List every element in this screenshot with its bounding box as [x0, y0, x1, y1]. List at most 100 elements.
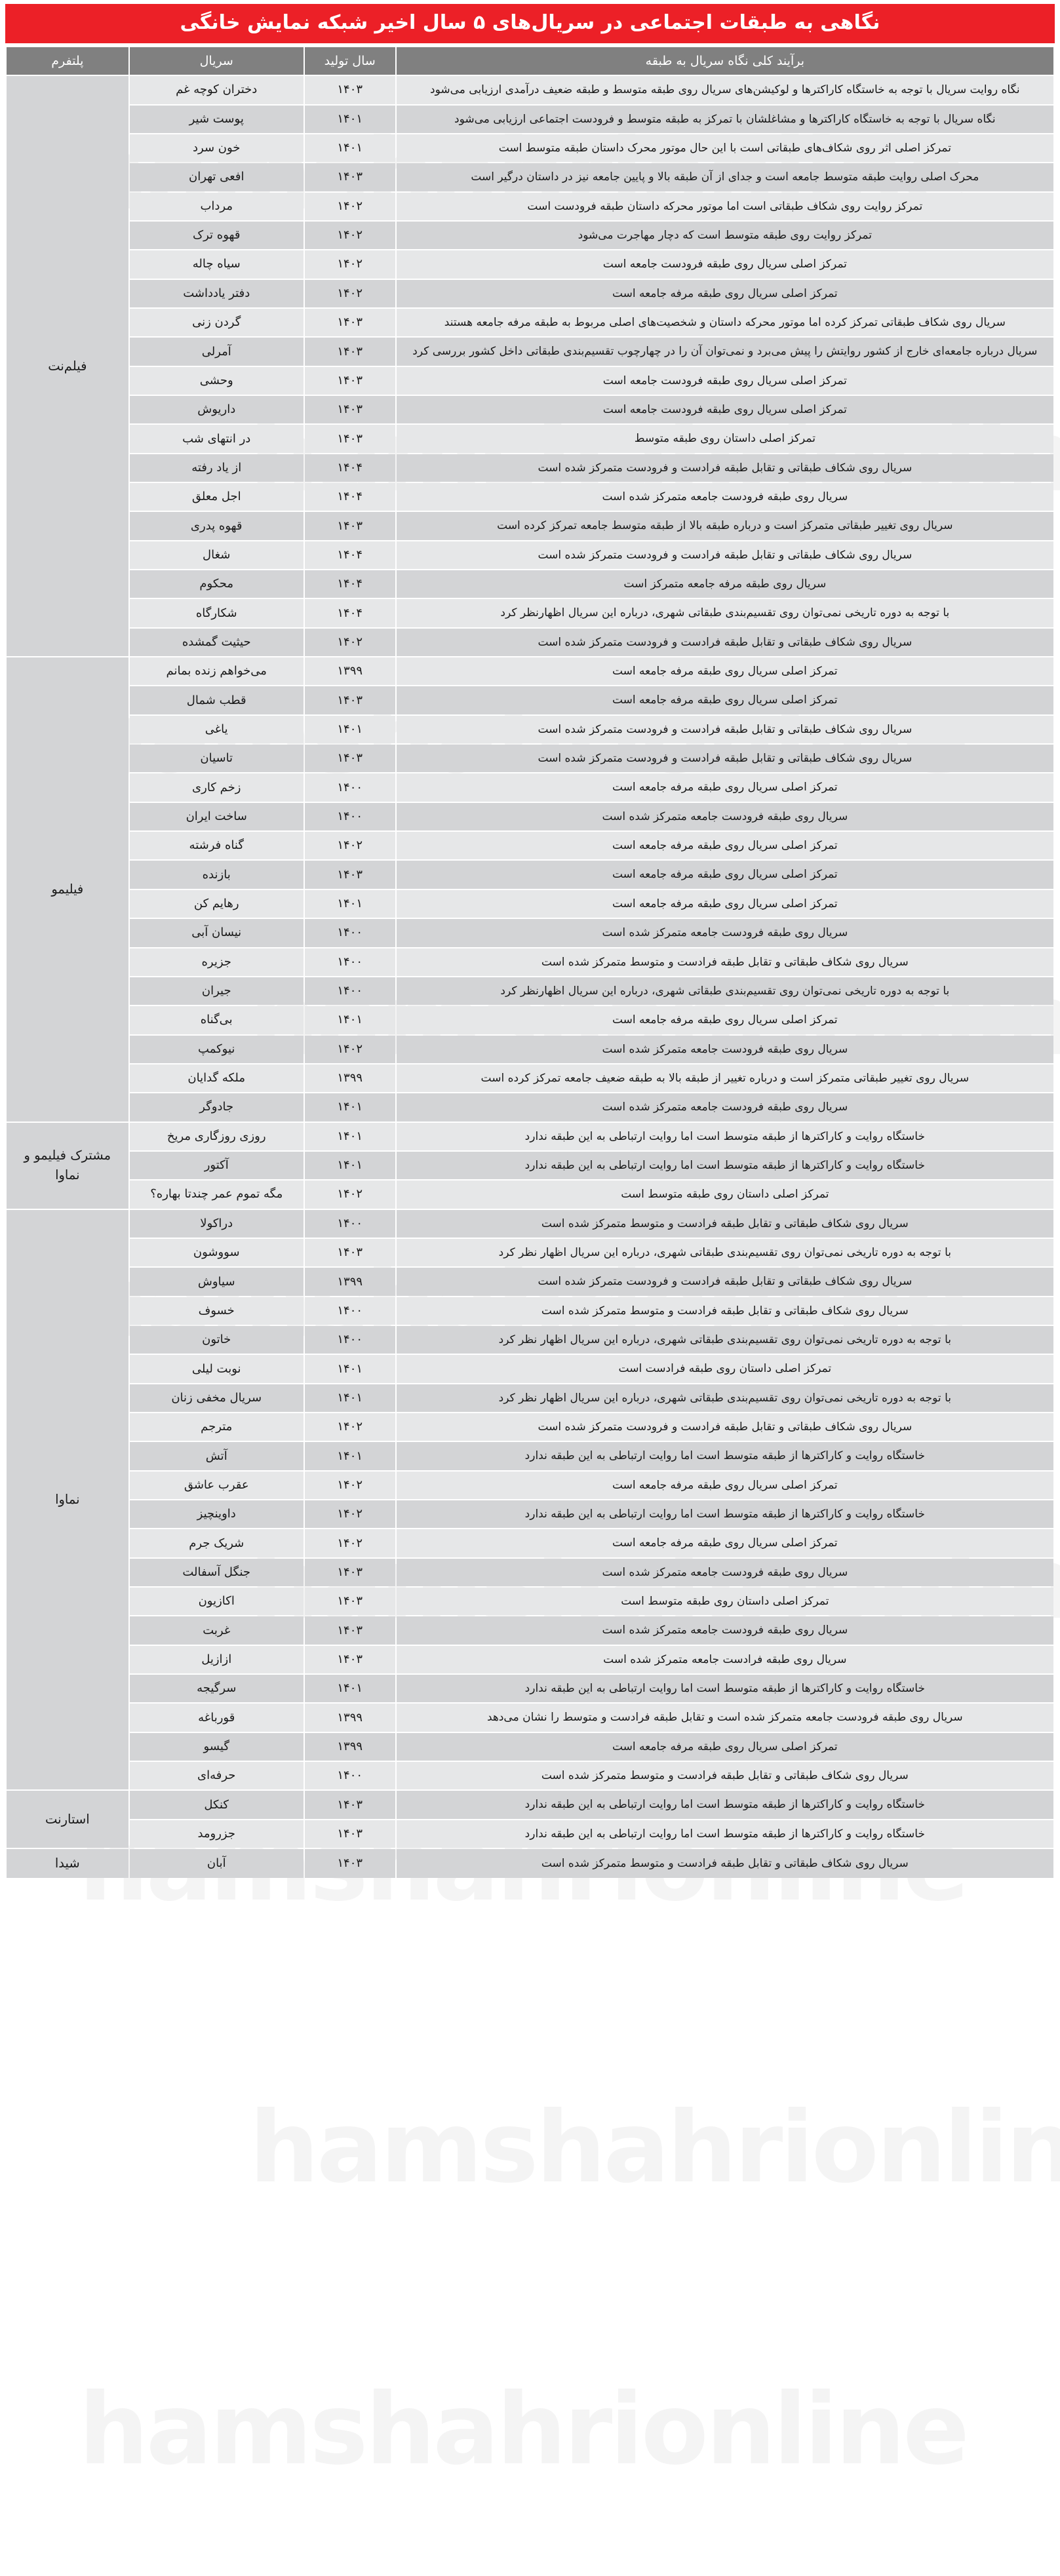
column-header-desc: برآیند کلی نگاه سریال به طبقه	[396, 47, 1053, 75]
cell-production-year: ۱۴۰۲	[304, 279, 395, 307]
table-row: تمرکز اصلی اثر روی شکاف‌های طبقاتی است ب…	[7, 134, 1053, 163]
cell-production-year: ۱۴۰۲	[304, 192, 395, 220]
table-row: سریال روی شکاف طبقاتی و تقابل طبقه فرادس…	[7, 454, 1053, 482]
cell-production-year: ۱۴۰۱	[304, 889, 395, 918]
table-row: سریال روی شکاف طبقاتی و تقابل طبقه فرادس…	[7, 715, 1053, 744]
cell-assessment: تمرکز اصلی داستان روی طبقه متوسط	[396, 425, 1053, 453]
cell-assessment: تمرکز اصلی سریال روی طبقه فرودست جامعه ا…	[396, 250, 1053, 279]
cell-assessment: تمرکز روایت روی طبقه متوسط است که دچار م…	[396, 221, 1053, 250]
table-row: تمرکز اصلی سریال روی طبقه مرفه جامعه است…	[7, 889, 1053, 918]
table-row: تمرکز اصلی سریال روی طبقه فرودست جامعه ا…	[7, 395, 1053, 424]
cell-assessment: سریال روی شکاف طبقاتی و تقابل طبقه فرادس…	[396, 1762, 1053, 1790]
cell-series-name: وحشی	[129, 366, 304, 395]
cell-series-name: گناه فرشته	[129, 832, 304, 860]
cell-production-year: ۱۴۰۲	[304, 628, 395, 657]
cell-assessment: خاستگاه روایت و کاراکترها از طبقه متوسط …	[396, 1151, 1053, 1180]
cell-assessment: سریال روی شکاف طبقاتی و تقابل طبقه فرادس…	[396, 628, 1053, 657]
table-row: تمرکز اصلی سریال روی طبقه مرفه جامعه است…	[7, 1732, 1053, 1761]
cell-assessment: تمرکز اصلی داستان روی طبقه متوسط است	[396, 1181, 1053, 1209]
table-row: تمرکز اصلی سریال روی طبقه مرفه جامعه است…	[7, 1006, 1053, 1034]
cell-series-name: ملکه گدایان	[129, 1064, 304, 1093]
cell-assessment: سریال روی طبقه فرودست جامعه متمرکز شده ا…	[396, 1093, 1053, 1122]
cell-series-name: جیران	[129, 977, 304, 1005]
header-row: برآیند کلی نگاه سریال به طبقه سال تولید …	[7, 47, 1053, 75]
table-row: سریال روی شکاف طبقاتی و تقابل طبقه فرادس…	[7, 1849, 1053, 1879]
cell-series-name: آبان	[129, 1849, 304, 1879]
cell-series-name: آکتور	[129, 1151, 304, 1180]
cell-production-year: ۱۴۰۳	[304, 1820, 395, 1848]
cell-production-year: ۱۴۰۰	[304, 977, 395, 1005]
watermark-text: hamshahrionline	[249, 2091, 1060, 2205]
table-body: نگاه روایت سریال با توجه به خاستگاه کارا…	[7, 76, 1053, 1879]
table-row: نگاه سریال با توجه به خاستگاه کاراکترها …	[7, 105, 1053, 133]
cell-assessment: سریال روی طبقه فرودست جامعه متمرکز شده ا…	[396, 483, 1053, 511]
cell-series-name: خسوف	[129, 1297, 304, 1325]
cell-assessment: سریال روی شکاف طبقاتی و تقابل طبقه فرادس…	[396, 715, 1053, 744]
cell-series-name: افعی تهران	[129, 163, 304, 191]
table-row: تمرکز اصلی سریال روی طبقه مرفه جامعه است…	[7, 861, 1053, 889]
cell-assessment: تمرکز اصلی سریال روی طبقه مرفه جامعه است	[396, 861, 1053, 889]
cell-platform: فیلیمو	[7, 657, 128, 1122]
cell-assessment: تمرکز اصلی سریال روی طبقه مرفه جامعه است	[396, 1471, 1053, 1500]
table-row: خاستگاه روایت و کاراکترها از طبقه متوسط …	[7, 1791, 1053, 1848]
cell-production-year: ۱۴۰۰	[304, 1209, 395, 1238]
cell-assessment: تمرکز اصلی سریال روی طبقه مرفه جامعه است	[396, 686, 1053, 714]
cell-production-year: ۱۴۰۰	[304, 919, 395, 947]
cell-assessment: با توجه به دوره تاریخی نمی‌توان روی تقسی…	[396, 1238, 1053, 1267]
cell-assessment: تمرکز اصلی سریال روی طبقه مرفه جامعه است	[396, 279, 1053, 307]
cell-series-name: از یاد رفته	[129, 454, 304, 482]
table-row: با توجه به دوره تاریخی نمی‌توان روی تقسی…	[7, 977, 1053, 1005]
cell-production-year: ۱۴۰۳	[304, 366, 395, 395]
cell-series-name: دختران کوچه غم	[129, 76, 304, 104]
table-row: سریال روی طبقه فرودست جامعه متمرکز شده ا…	[7, 1035, 1053, 1063]
cell-series-name: سووشون	[129, 1238, 304, 1267]
table-row: با توجه به دوره تاریخی نمی‌توان روی تقسی…	[7, 1325, 1053, 1354]
cell-assessment: تمرکز اصلی سریال روی طبقه مرفه جامعه است	[396, 1732, 1053, 1761]
cell-assessment: سریال روی طبقه فرودست جامعه متمرکز شده ا…	[396, 1035, 1053, 1063]
cell-production-year: ۱۴۰۲	[304, 1035, 395, 1063]
table-row: سریال روی طبقه فرودست جامعه متمرکز شده ا…	[7, 1093, 1053, 1122]
cell-production-year: ۱۴۰۳	[304, 425, 395, 453]
cell-series-name: گردن زنی	[129, 308, 304, 337]
cell-assessment: نگاه روایت سریال با توجه به خاستگاه کارا…	[396, 76, 1053, 104]
cell-series-name: داریوش	[129, 395, 304, 424]
cell-series-name: کنکل	[129, 1791, 304, 1819]
table-row: تمرکز اصلی سریال روی طبقه مرفه جامعه است…	[7, 832, 1053, 860]
cell-assessment: تمرکز اصلی سریال روی طبقه مرفه جامعه است	[396, 832, 1053, 860]
cell-production-year: ۱۴۰۲	[304, 1181, 395, 1209]
cell-production-year: ۱۴۰۱	[304, 134, 395, 163]
cell-production-year: ۱۴۰۲	[304, 1471, 395, 1500]
cell-production-year: ۱۴۰۰	[304, 802, 395, 831]
cell-production-year: ۱۴۰۱	[304, 1384, 395, 1412]
cell-series-name: مرداب	[129, 192, 304, 220]
cell-series-name: دراکولا	[129, 1209, 304, 1238]
cell-assessment: سریال روی طبقه فرودست جامعه متمرکز شده ا…	[396, 919, 1053, 947]
table-row: سریال روی طبقه مرفه جامعه متمرکز است ۱۴۰۴…	[7, 570, 1053, 598]
cell-production-year: ۱۴۰۱	[304, 715, 395, 744]
cell-production-year: ۱۴۰۰	[304, 1762, 395, 1790]
table-row: سریال روی طبقه فرودست جامعه متمرکز شده ا…	[7, 1558, 1053, 1587]
cell-assessment: با توجه به دوره تاریخی نمی‌توان روی تقسی…	[396, 1384, 1053, 1412]
cell-series-name: جزیره	[129, 948, 304, 976]
cell-series-name: دفتر یادداشت	[129, 279, 304, 307]
cell-series-name: بی‌گناه	[129, 1006, 304, 1034]
cell-production-year: ۱۴۰۱	[304, 1442, 395, 1470]
cell-series-name: نیوکمپ	[129, 1035, 304, 1063]
table-row: سریال روی طبقه فرودست جامعه متمرکز شده ا…	[7, 483, 1053, 511]
cell-platform: فیلم‌نت	[7, 76, 128, 657]
cell-production-year: ۱۴۰۲	[304, 1500, 395, 1529]
cell-assessment: سریال روی طبقه فرادست جامعه متمرکز شده ا…	[396, 1645, 1053, 1674]
table-row: سریال روی شکاف طبقاتی و تقابل طبقه فرادس…	[7, 1762, 1053, 1790]
cell-production-year: ۱۴۰۴	[304, 454, 395, 482]
cell-production-year: ۱۴۰۰	[304, 773, 395, 802]
cell-series-name: خون سرد	[129, 134, 304, 163]
cell-series-name: در انتهای شب	[129, 425, 304, 453]
cell-production-year: ۱۴۰۳	[304, 1616, 395, 1645]
cell-series-name: قورباغه	[129, 1704, 304, 1732]
cell-assessment: تمرکز اصلی داستان روی طبقه فرادست است	[396, 1355, 1053, 1383]
cell-series-name: گیسو	[129, 1732, 304, 1761]
cell-production-year: ۱۴۰۱	[304, 1093, 395, 1122]
cell-series-name: سرگیجه	[129, 1675, 304, 1703]
cell-production-year: ۱۴۰۳	[304, 76, 395, 104]
cell-series-name: جزرومد	[129, 1820, 304, 1848]
